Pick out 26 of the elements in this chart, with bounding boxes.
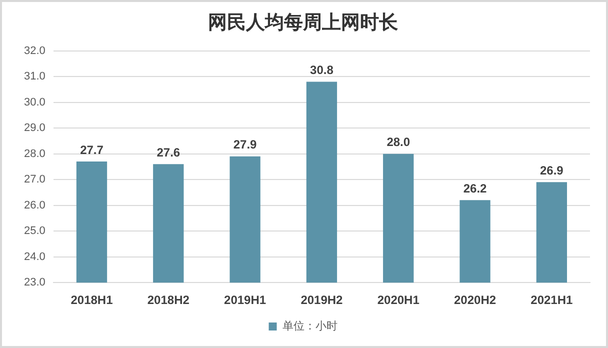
text: 27.6 bbox=[156, 145, 180, 160]
x-tick-label: 2019H1 bbox=[224, 293, 266, 308]
text: 27.7 bbox=[80, 142, 104, 157]
text: 27.9 bbox=[233, 138, 257, 152]
x-tick-label: 2018H2 bbox=[147, 293, 190, 308]
y-tick-label: 29.0 bbox=[24, 122, 46, 134]
x-tick-label: 2021H1 bbox=[530, 293, 574, 308]
text: 26.9 bbox=[540, 163, 564, 178]
chart-title: 网民人均每周上网时长 bbox=[208, 11, 399, 34]
y-tick-label: 32.0 bbox=[24, 44, 46, 57]
y-tick-label: 31.0 bbox=[24, 70, 46, 83]
text: 28.0 bbox=[386, 135, 410, 150]
y-tick-label: 30.0 bbox=[24, 96, 46, 108]
x-tick-label: 2020H1 bbox=[377, 293, 420, 308]
x-tick-label: 2018H1 bbox=[70, 293, 114, 308]
y-tick-label: 24.0 bbox=[24, 250, 46, 263]
text: 26.2 bbox=[463, 181, 487, 196]
y-tick-label: 28.0 bbox=[24, 148, 46, 160]
y-tick-label: 26.0 bbox=[24, 199, 46, 212]
legend-label: 单位：小时 bbox=[282, 319, 338, 332]
y-tick-label: 25.0 bbox=[24, 225, 46, 238]
text: 30.8 bbox=[310, 63, 334, 78]
x-tick-label: 2020H2 bbox=[454, 293, 496, 308]
y-tick-label: 23.0 bbox=[24, 276, 46, 289]
y-tick-label: 27.0 bbox=[24, 174, 46, 186]
x-tick-label: 2019H2 bbox=[300, 293, 344, 308]
